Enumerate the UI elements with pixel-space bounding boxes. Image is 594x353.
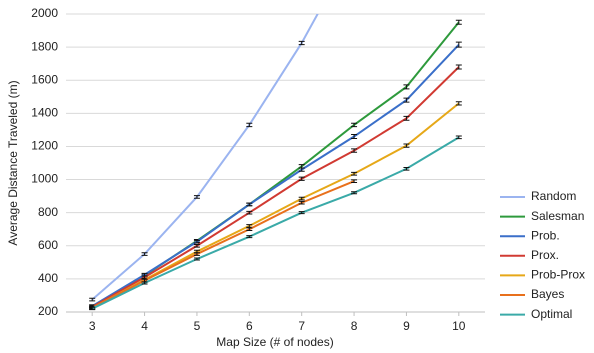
series-line [91,66,460,308]
error-bar [455,64,462,70]
y-tick-label: 400 [38,271,58,285]
x-tick-label: 5 [194,319,201,333]
error-bar [193,239,200,244]
error-bar [403,84,410,90]
x-tick-label: 9 [403,319,410,333]
error-bar [89,297,96,302]
error-bar [403,166,410,171]
error-bar [246,210,253,215]
series-line [91,102,460,309]
error-bar [455,41,462,48]
error-bar [246,202,253,207]
series-line [91,14,319,301]
legend-label: Prox. [531,248,559,262]
error-bar [193,243,200,248]
x-tick-label: 10 [452,319,466,333]
error-bar [246,235,253,239]
legend-label: Optimal [531,307,572,321]
legend-label: Salesman [531,209,584,223]
y-tick-label: 1000 [31,172,58,186]
error-bar [351,191,358,195]
y-tick-label: 600 [38,238,58,252]
error-bar [455,19,462,25]
series-line [91,136,460,310]
error-bar [298,211,305,215]
error-bar [351,122,358,128]
y-tick-label: 1400 [31,106,58,120]
error-bar [403,97,410,103]
series-line [91,21,460,308]
error-bar [351,148,358,153]
x-tick-label: 3 [89,319,96,333]
x-tick-label: 6 [246,319,253,333]
legend-label: Prob-Prox [531,268,585,282]
legend-label: Bayes [531,287,564,301]
error-bar [89,307,96,311]
legend-label: Prob. [531,228,560,242]
error-bar [141,252,148,256]
error-bar [141,281,148,285]
y-tick-label: 200 [38,304,58,318]
error-bar [298,176,305,181]
error-bar [403,115,410,121]
y-tick-label: 2000 [31,6,58,20]
error-bar [351,134,358,139]
x-axis-title: Map Size (# of nodes) [216,335,333,349]
y-tick-label: 800 [38,205,58,219]
legend-label: Random [531,189,576,203]
error-bar [193,195,200,199]
error-bar [455,101,462,106]
error-bar [246,122,253,128]
error-bar [351,171,358,176]
y-axis-title: Average Distance Traveled (m) [6,80,20,245]
error-bar [193,252,200,256]
error-bar [298,196,305,201]
error-bar [403,143,410,148]
x-tick-label: 8 [351,319,358,333]
series-line [91,43,460,308]
error-bar [298,200,305,205]
error-bar [298,167,305,172]
series-line [91,180,355,309]
plot-area [89,14,462,311]
error-bar [246,227,253,232]
y-tick-label: 1600 [31,72,58,86]
y-tick-label: 1200 [31,139,58,153]
error-bar [298,40,305,46]
x-tick-label: 4 [141,319,148,333]
y-tick-label: 1800 [31,39,58,53]
error-bar [193,257,200,261]
x-tick-label: 7 [298,319,305,333]
error-bar [455,135,462,140]
error-bar [351,179,358,184]
